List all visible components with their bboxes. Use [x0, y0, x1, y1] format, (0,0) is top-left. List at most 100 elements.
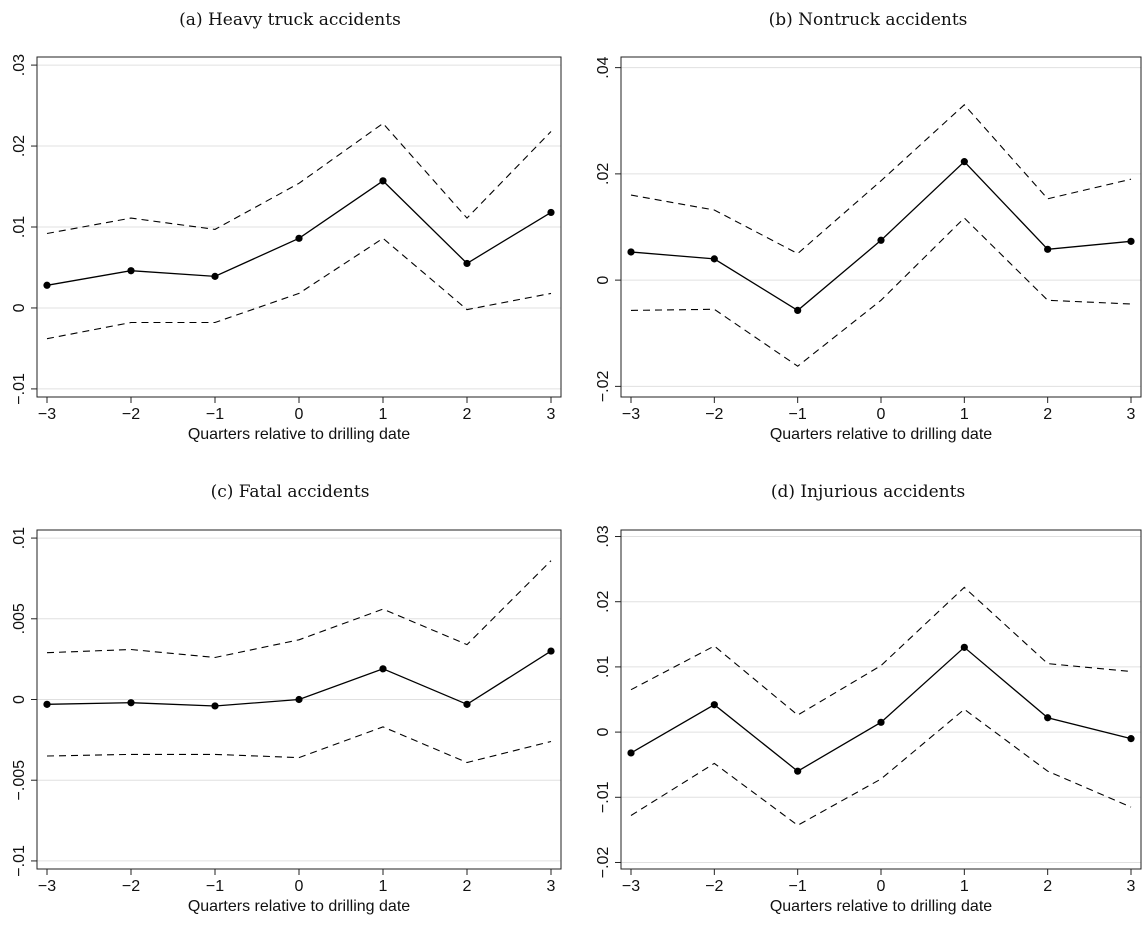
x-tick-label: 2: [463, 878, 472, 895]
lower-ci-line: [630, 708, 1132, 826]
chart-panel-2: (b) Nontruck accidents −.02 0 .02 .04 −3 −2 −1 0…: [595, 10, 1142, 443]
x-tick-label: −3: [622, 406, 640, 423]
x-tick-label: 0: [295, 406, 304, 423]
y-tick-label: −.005: [11, 760, 28, 801]
chart-title: (c) Fatal accidents: [211, 482, 370, 502]
y-tick-label: 0: [11, 303, 28, 312]
x-tick-label: −3: [38, 406, 56, 423]
y-tick-label: 0: [595, 728, 612, 737]
y-tick-label: .01: [595, 656, 612, 678]
estimate-point: [127, 267, 135, 275]
x-tick-label: −3: [622, 878, 640, 895]
chart-title: (d) Injurious accidents: [771, 482, 965, 502]
upper-ci-line: [46, 122, 552, 235]
estimate-point: [1044, 245, 1052, 253]
x-axis-title: Quarters relative to drilling date: [188, 426, 410, 443]
upper-ci-line: [630, 104, 1132, 255]
lower-ci-line: [46, 726, 552, 764]
estimate-point: [960, 158, 968, 166]
x-tick-label: 0: [877, 406, 886, 423]
x-tick-label: 1: [960, 406, 969, 423]
y-tick-label: 0: [595, 276, 612, 285]
x-tick-label: 3: [1127, 878, 1136, 895]
estimate-line: [46, 180, 552, 286]
estimate-point: [379, 665, 387, 673]
estimate-point: [127, 699, 135, 707]
y-tick-label: .01: [11, 216, 28, 238]
x-tick-label: 2: [1043, 878, 1052, 895]
x-tick-label: 1: [379, 406, 388, 423]
estimate-point: [627, 749, 635, 757]
y-tick-label: .005: [11, 603, 28, 634]
estimate-point: [877, 236, 885, 244]
y-tick-label: .02: [595, 590, 612, 612]
estimate-point: [794, 306, 802, 315]
estimate-point: [627, 248, 635, 256]
chart-panel-1: (a) Heavy truck accidents −.01 0 .01 .02 .03 −…: [11, 10, 562, 443]
estimate-point: [43, 700, 51, 708]
x-tick-label: −1: [789, 406, 807, 423]
estimate-line: [630, 646, 1132, 772]
x-tick-label: −3: [38, 878, 56, 895]
estimate-point: [463, 700, 471, 708]
x-tick-label: 1: [379, 878, 388, 895]
y-tick-label: .02: [11, 135, 28, 157]
estimate-point: [1127, 735, 1135, 743]
plot-frame: [620, 529, 1142, 870]
plot-frame: [620, 56, 1142, 398]
x-tick-label: −2: [705, 878, 723, 895]
x-axis-title: Quarters relative to drilling date: [770, 426, 992, 443]
y-tick-label: −.01: [595, 781, 612, 813]
chart-title: (b) Nontruck accidents: [769, 10, 968, 30]
estimate-point: [463, 259, 471, 268]
x-tick-label: −2: [122, 878, 140, 895]
y-tick-label: −.02: [595, 370, 612, 402]
estimate-point: [877, 718, 885, 726]
x-tick-label: 2: [463, 406, 472, 423]
estimate-point: [960, 643, 968, 651]
x-tick-label: −1: [206, 406, 224, 423]
estimate-point: [43, 281, 51, 289]
lower-ci-line: [630, 217, 1132, 367]
x-tick-label: 3: [1127, 406, 1136, 423]
x-tick-label: 2: [1043, 406, 1052, 423]
estimate-point: [211, 702, 219, 710]
x-tick-label: −1: [206, 878, 224, 895]
y-tick-label: −.02: [595, 847, 612, 879]
x-tick-label: 3: [547, 878, 556, 895]
y-tick-label: .01: [11, 527, 28, 549]
x-axis-title: Quarters relative to drilling date: [770, 898, 992, 915]
x-tick-label: 3: [547, 406, 556, 423]
y-tick-label: .03: [595, 525, 612, 547]
estimate-point: [295, 234, 303, 242]
estimate-point: [211, 272, 219, 280]
x-tick-label: 0: [877, 878, 886, 895]
chart-panel-3: (c) Fatal accidents −.01 −.005 0 .005 .01 −3 −2…: [11, 482, 562, 915]
x-axis-title: Quarters relative to drilling date: [188, 898, 410, 915]
x-tick-label: −2: [122, 406, 140, 423]
upper-ci-line: [46, 560, 552, 659]
y-tick-label: .03: [11, 54, 28, 76]
chart-title: (a) Heavy truck accidents: [179, 10, 401, 30]
x-tick-label: −1: [789, 878, 807, 895]
x-tick-label: 1: [960, 878, 969, 895]
y-tick-label: −.01: [11, 845, 28, 877]
estimate-point: [295, 695, 303, 704]
upper-ci-line: [630, 586, 1132, 716]
estimate-point: [1044, 714, 1052, 722]
estimate-line: [630, 160, 1132, 312]
x-tick-label: 0: [295, 878, 304, 895]
y-tick-label: .02: [595, 163, 612, 185]
chart-panel-4: (d) Injurious accidents −.02 −.01 0 .01 .02 .0…: [595, 482, 1142, 915]
estimate-point: [710, 255, 718, 263]
estimate-point: [794, 767, 802, 775]
lower-ci-line: [46, 237, 552, 340]
x-tick-label: −2: [705, 406, 723, 423]
estimate-point: [547, 208, 555, 217]
y-tick-label: 0: [11, 695, 28, 704]
estimate-point: [1127, 237, 1135, 245]
y-tick-label: .04: [595, 56, 612, 78]
estimate-point: [379, 177, 387, 185]
estimate-point: [547, 647, 555, 655]
